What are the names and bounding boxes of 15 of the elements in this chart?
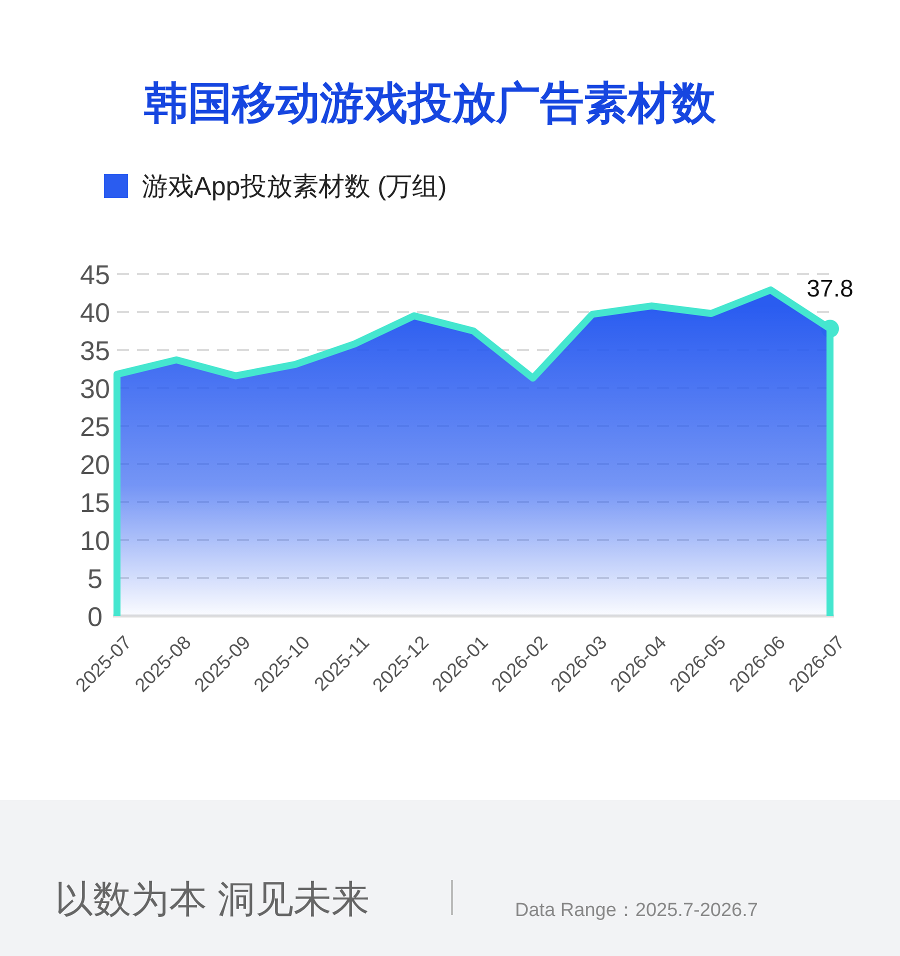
y-tick-label: 25 xyxy=(80,412,110,442)
text: 以数为本 洞见未来 xyxy=(55,879,370,921)
y-tick-label: 15 xyxy=(80,488,110,518)
legend-label: 游戏App投放素材数 (万组) xyxy=(142,171,447,201)
y-tick-label: 0 xyxy=(87,602,103,632)
data-label: 37.8 xyxy=(806,276,854,303)
y-tick-label: 40 xyxy=(80,298,110,328)
y-tick-label: 10 xyxy=(80,526,110,556)
y-tick-label: 30 xyxy=(80,374,110,404)
y-tick-label: 20 xyxy=(80,450,110,480)
text: Data Range：2025.7-2026.7 xyxy=(515,900,758,921)
chart-title: 韩国移动游戏投放广告素材数 xyxy=(144,79,717,128)
y-tick-label: 35 xyxy=(80,336,110,366)
y-tick-label: 5 xyxy=(87,564,103,594)
y-tick-label: 45 xyxy=(80,260,110,290)
